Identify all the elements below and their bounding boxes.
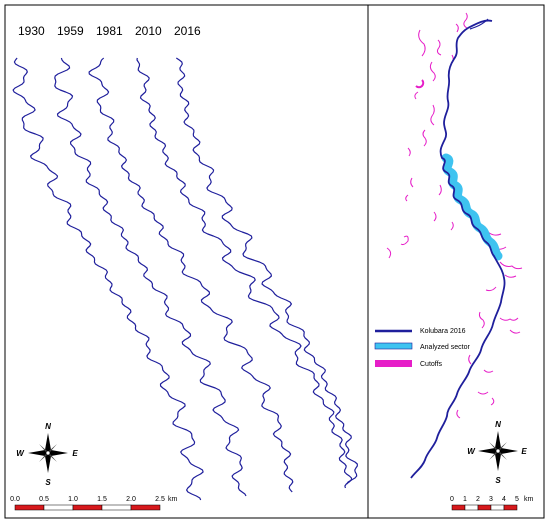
year-labels: 1930 1959 1981 2010 2016: [18, 24, 201, 38]
legend-label-cutoffs: Cutoffs: [420, 361, 443, 368]
river-course-1959: [54, 57, 247, 497]
scale-right-tick-0: 0: [450, 496, 454, 503]
year-label-1930: 1930: [18, 24, 45, 38]
river-north-tributary: [469, 18, 489, 30]
compass-right: N S E W: [467, 420, 527, 485]
left-panel-frame: [4, 4, 369, 519]
scale-right-tick-3: 3: [489, 496, 493, 503]
right-panel-frame: [367, 4, 545, 519]
scale-bar-left: 0.0 0.5 1.0 1.5 2.0 2.5 km: [10, 496, 178, 511]
scale-left-tick-0: 0.0: [10, 496, 20, 503]
scale-right-tick-5: 5: [515, 496, 519, 503]
compass-right-w: W: [467, 447, 476, 456]
compass-left-n: N: [45, 422, 51, 431]
legend-swatch-sector: [374, 342, 413, 350]
cutoffs: [386, 12, 523, 419]
kolubara-2016-river: [410, 19, 506, 479]
analyzed-sector-band: [441, 153, 503, 261]
scale-left-tick-4: 2.0: [126, 496, 136, 503]
scale-left-tick-3: 1.5: [97, 496, 107, 503]
compass-left-e: E: [72, 449, 78, 458]
compass-right-n: N: [495, 420, 501, 429]
compass-left-s: S: [45, 478, 51, 487]
river-course-2016: [175, 57, 358, 485]
scale-right-unit: km: [524, 496, 534, 503]
year-label-1959: 1959: [57, 24, 84, 38]
legend-swatch-cutoffs: [375, 360, 412, 367]
scale-left-tick-5: 2.5: [155, 496, 165, 503]
river-course-1981: [88, 57, 294, 493]
scale-right-tick-1: 1: [463, 496, 467, 503]
compass-right-s: S: [495, 476, 501, 485]
river-course-1930: [12, 57, 204, 501]
scale-right-tick-4: 4: [502, 496, 506, 503]
compass-left-w: W: [16, 449, 25, 458]
year-label-1981: 1981: [96, 24, 123, 38]
scale-left-tick-1: 0.5: [39, 496, 49, 503]
legend-label-sector: Analyzed sector: [420, 344, 470, 351]
compass-left: N S E W: [16, 422, 78, 487]
legend: Kolubara 2016 Analyzed sector Cutoffs: [374, 328, 470, 368]
year-label-2016: 2016: [174, 24, 201, 38]
scale-right-tick-2: 2: [476, 496, 480, 503]
scale-bar-right: 0 1 2 3 4 5 km: [450, 496, 534, 511]
river-course-2010: [136, 57, 353, 489]
year-label-2010: 2010: [135, 24, 162, 38]
legend-label-river: Kolubara 2016: [420, 328, 466, 335]
scale-left-unit: km: [168, 496, 178, 503]
cutoff-oxbow: [415, 79, 425, 89]
river-courses: [12, 57, 358, 501]
compass-right-e: E: [521, 447, 527, 456]
scale-left-tick-2: 1.0: [68, 496, 78, 503]
